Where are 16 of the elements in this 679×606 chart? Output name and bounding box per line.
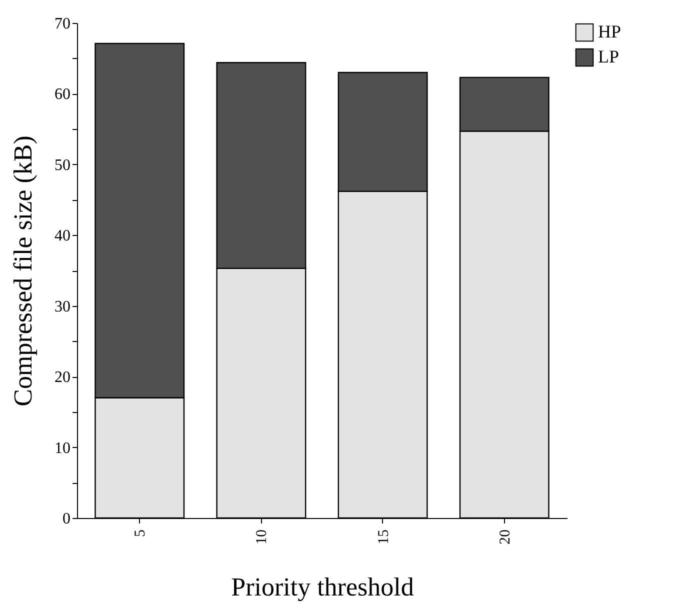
legend-label: LP [598,46,620,66]
x-tick-label: 10 [254,530,270,544]
y-tick-label: 40 [54,228,70,245]
x-tick-label: 5 [132,530,149,537]
y-tick-label: 30 [54,298,70,316]
y-tick-label: 70 [54,16,70,32]
y-tick-label: 60 [54,86,70,104]
x-tick-label: 15 [376,530,392,544]
x-axis-title: Priority threshold [231,572,414,602]
y-tick-label: 50 [54,156,70,174]
y-tick-label: 0 [62,510,70,528]
y-axis-title: Compressed file size (kB) [8,136,38,406]
x-tick-label: 20 [497,530,514,544]
legend-label: HP [598,22,622,42]
y-tick-label: 20 [54,369,70,386]
y-tick-label: 10 [54,440,70,457]
